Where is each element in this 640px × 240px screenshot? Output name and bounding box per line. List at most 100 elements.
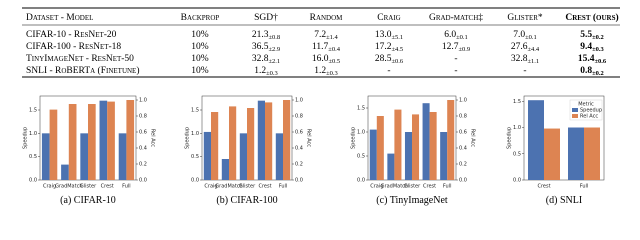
table-cell: TinyImageNet - ResNet-50: [26, 54, 134, 64]
y-tick-label: 0.5: [191, 154, 199, 160]
legend-swatch: [572, 108, 578, 112]
caption: (a) CIFAR-10: [60, 195, 116, 206]
y-tick-label: 1.5: [513, 99, 521, 105]
table-cell: 32.8±1.1: [511, 54, 539, 65]
y-tick-label: 0.5: [29, 154, 37, 160]
cell-value: 1.2: [314, 66, 326, 76]
caption: (d) SNLI: [546, 195, 582, 206]
legend-title: Metric: [578, 102, 594, 108]
cell-value: 28.5: [375, 54, 392, 64]
cell-value: 17.2: [375, 42, 392, 52]
y2-tick-label: 0.4: [459, 146, 467, 152]
table-cell: SNLI - RoBERTa (Finetune): [26, 65, 140, 76]
y-axis-label: Speedup: [185, 127, 191, 149]
table-cell: CIFAR-100 - ResNet-18: [26, 42, 121, 52]
table-cell: 28.5±0.6: [375, 54, 404, 65]
table-cell: -: [523, 66, 526, 76]
table-cell: 32.8±2.1: [252, 54, 280, 65]
x-tick-label: GradMatch: [55, 184, 82, 190]
cell-error: ±2.9: [268, 46, 280, 53]
bar: [118, 133, 127, 180]
table-cell: -: [387, 66, 390, 76]
cell-error: ±0.9: [458, 46, 470, 53]
y2-axis-label: Rel Acc: [470, 129, 476, 147]
cell-value: 13.0: [375, 30, 392, 40]
x-tick-label: Full: [443, 184, 452, 190]
y2-axis-label: Rel Acc: [150, 129, 156, 147]
y-tick-label: 0.0: [513, 178, 521, 184]
bar: [440, 132, 448, 180]
table-cell: 36.5±2.9: [252, 42, 280, 53]
y2-tick-label: 0.0: [139, 178, 147, 184]
y-tick-label: 0.0: [29, 178, 37, 184]
y2-tick-label: 0.0: [459, 178, 467, 184]
bar: [404, 132, 412, 180]
table-cell: 17.2±4.5: [375, 42, 403, 53]
table-cell: 13.0±5.1: [375, 30, 403, 41]
cell-value: 32.8: [511, 54, 528, 64]
y2-tick-label: 1.0: [139, 98, 147, 104]
table-cell: -: [454, 54, 457, 64]
bar: [528, 100, 544, 180]
table-cell: 9.4±0.3: [580, 42, 604, 53]
cell-value: 12.7: [442, 42, 459, 52]
bar: [584, 127, 600, 180]
y-tick-label: 0.0: [357, 178, 365, 184]
table-cell: 0.8±0.2: [580, 66, 604, 77]
bar: [203, 131, 211, 180]
cell-error: ±0.2: [592, 70, 604, 77]
bar: [80, 133, 88, 180]
table-cell: 1.2±0.3: [314, 66, 338, 77]
cell-error: ±1.1: [527, 58, 539, 65]
x-tick-label: Glister: [239, 184, 256, 190]
table-cell: 10%: [191, 54, 209, 64]
y-tick-label: 1.5: [357, 106, 365, 112]
cell-error: ±0.8: [268, 34, 280, 41]
y-tick-label: 1.0: [357, 130, 365, 136]
y-tick-label: 0.5: [357, 154, 365, 160]
table-cell: 5.5±0.2: [580, 30, 604, 41]
table-header: Dataset - Model: [26, 13, 93, 23]
legend-swatch: [572, 114, 578, 118]
bar: [429, 112, 437, 180]
x-tick-label: Crest: [101, 184, 114, 190]
cell-error: ±0.5: [328, 58, 340, 65]
bar: [369, 129, 377, 180]
cell-value: 21.3: [252, 30, 269, 40]
legend-label: Rel Acc: [580, 114, 598, 120]
bar: [544, 128, 560, 180]
x-tick-label: Crest: [537, 184, 550, 190]
bar: [387, 153, 395, 180]
table-cell: 21.3±0.8: [252, 30, 280, 41]
y2-tick-label: 0.2: [295, 162, 303, 168]
bar: [221, 159, 229, 180]
cell-error: ±4.5: [391, 46, 403, 53]
cell-error: ±0.2: [592, 34, 604, 41]
y-tick-label: 1.0: [29, 131, 37, 137]
y2-tick-label: 0.2: [459, 162, 467, 168]
x-tick-label: Crest: [423, 184, 436, 190]
x-tick-label: GradMatch: [215, 184, 242, 190]
x-tick-label: GradMatch: [381, 184, 408, 190]
y-axis-label: Speedup: [351, 127, 357, 149]
table-cell: 10%: [191, 66, 209, 76]
bar: [68, 104, 77, 180]
table-header: Random: [310, 13, 344, 23]
cell-error: ±0.4: [328, 46, 340, 53]
y2-tick-label: 0.2: [139, 162, 147, 168]
cell-value: 5.5: [580, 30, 592, 40]
bar: [283, 100, 291, 180]
cell-error: ±0.6: [594, 58, 606, 65]
bar: [99, 100, 108, 180]
cell-value: 7.2: [314, 30, 326, 40]
cell-error: ±0.1: [456, 34, 468, 41]
table-cell: 7.2±1.4: [314, 30, 338, 41]
x-tick-label: Craig: [43, 184, 56, 190]
y-tick-label: 0.5: [513, 151, 521, 157]
bar: [568, 127, 584, 180]
bar: [126, 100, 135, 180]
y2-tick-label: 0.4: [139, 146, 147, 152]
bar: [257, 100, 265, 180]
bar: [422, 103, 430, 180]
cell-value: 1.2: [254, 66, 266, 76]
